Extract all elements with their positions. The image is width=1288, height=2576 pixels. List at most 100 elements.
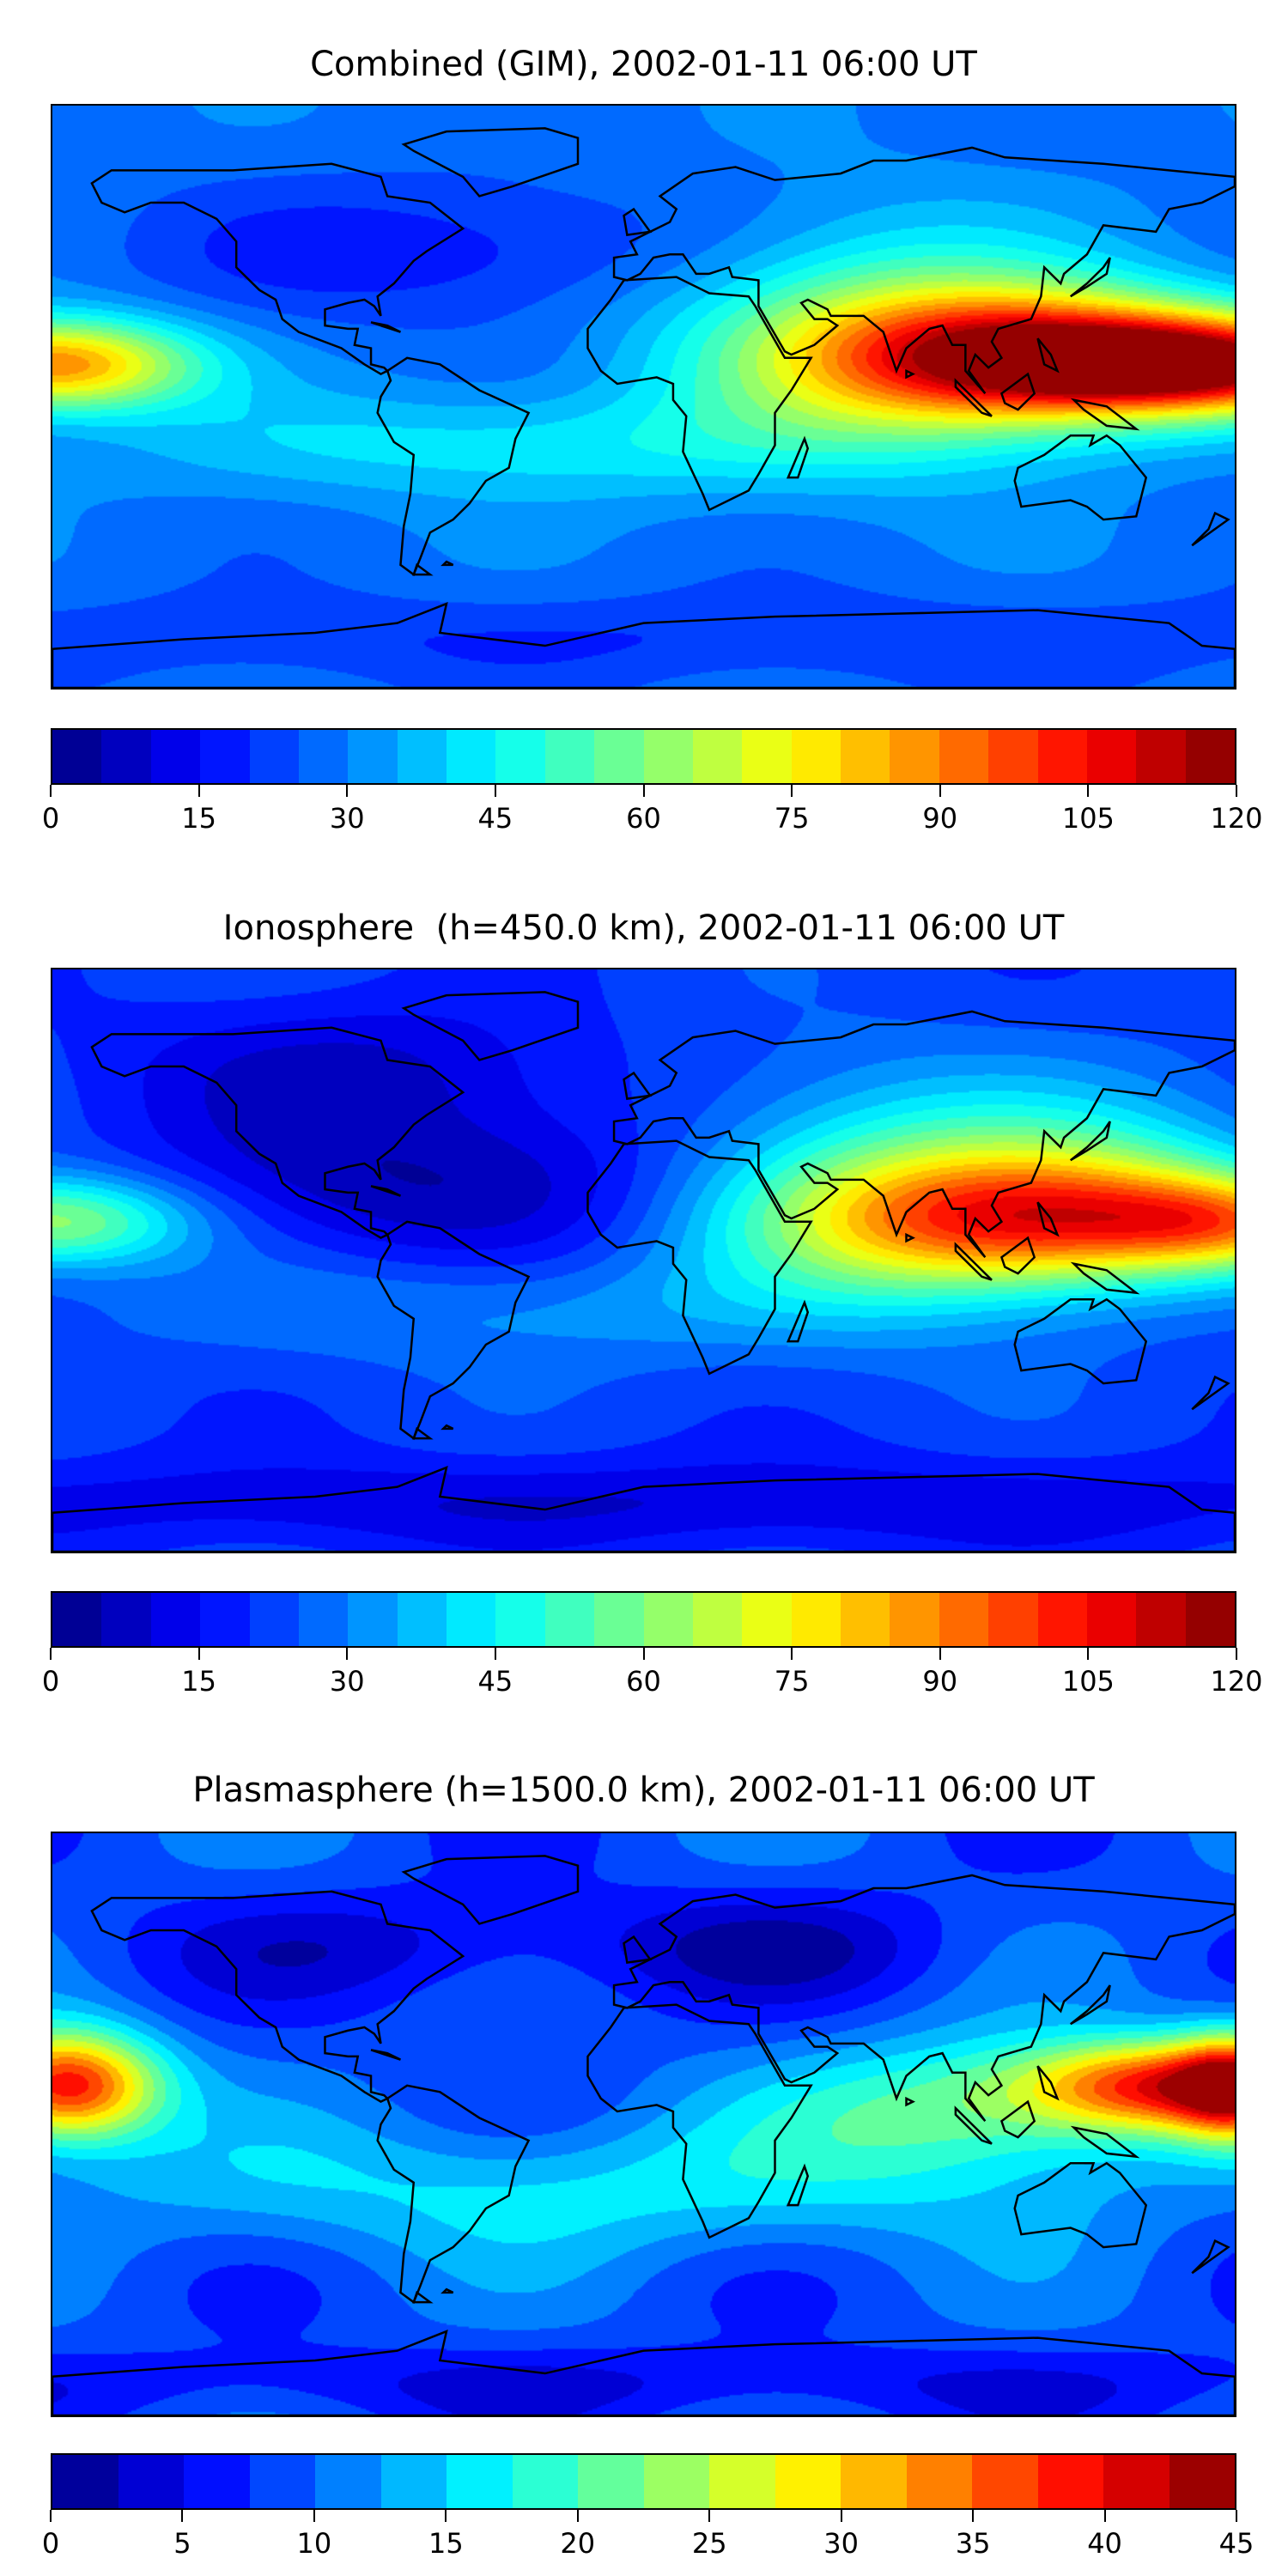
tick-label: 25 (691, 2527, 727, 2560)
coastline (1038, 1202, 1058, 1235)
tick-label: 0 (41, 802, 60, 835)
colorbar-bin (544, 730, 595, 783)
tick-label: 60 (626, 802, 661, 835)
tick-label: 45 (477, 802, 513, 835)
tick-mark (791, 1648, 793, 1660)
coastline (1015, 2163, 1146, 2247)
coastline (956, 2108, 992, 2143)
coastline (587, 1141, 811, 1374)
tick-label: 60 (626, 1665, 661, 1698)
tick-label: 90 (922, 802, 958, 835)
colorbar-bin (52, 2455, 118, 2508)
coastline (1038, 338, 1058, 371)
tick-label: 75 (774, 1665, 810, 1698)
tick-mark (50, 785, 52, 797)
colorbar-bin (791, 1593, 841, 1646)
colorbar-bin (594, 730, 644, 783)
coastline (92, 1892, 463, 2102)
colorbar-bin (200, 1593, 250, 1646)
map-plasmasphere (51, 1832, 1236, 2417)
tick-label: 105 (1061, 1665, 1115, 1698)
colorbar-bin (1185, 1593, 1235, 1646)
colorbar-bin (249, 730, 299, 783)
coastline (1071, 1121, 1110, 1160)
colorbar-bin (1037, 730, 1087, 783)
tick-label: 120 (1210, 802, 1263, 835)
colorbar-ticks-ionosphere: 0 15 30 45 60 75 90 105 120 (42, 1648, 1263, 1699)
coastline (443, 562, 453, 565)
tick-label: 75 (774, 802, 810, 835)
tick-label: 10 (296, 2527, 332, 2560)
colorbar-bin (150, 730, 201, 783)
coastline (378, 358, 529, 574)
colorbar-bin (742, 1593, 792, 1646)
coastline (956, 1244, 992, 1279)
tick-label: 30 (823, 2527, 860, 2560)
tick-label: 20 (560, 2527, 596, 2560)
colorbar-bin (890, 730, 939, 783)
colorbar-bin (1185, 730, 1235, 783)
colorbar-ticks-combined: 0 15 30 45 60 75 90 105 120 (42, 785, 1263, 836)
coastline (1071, 1985, 1110, 2024)
coastline (414, 1429, 430, 1438)
tick-mark (1087, 1648, 1090, 1660)
tick-label: 15 (428, 2527, 464, 2560)
tick-label: 105 (1061, 802, 1115, 835)
tick-mark (346, 785, 349, 797)
coastline (624, 1073, 651, 1099)
tick-mark (313, 2510, 315, 2522)
coastline (371, 322, 400, 331)
colorbar-bin (101, 1593, 151, 1646)
tick-mark (972, 2510, 975, 2522)
coastline (1015, 435, 1146, 519)
tick-label: 30 (329, 802, 365, 835)
tick-mark (791, 785, 793, 797)
tick-mark (1103, 2510, 1106, 2522)
coastline (956, 380, 992, 416)
colorbar-bin (643, 2455, 709, 2508)
colorbar-bin (972, 2455, 1038, 2508)
coastline (1192, 1377, 1228, 1410)
colorbar-bin (495, 1593, 545, 1646)
map-combined (51, 104, 1236, 690)
coastline (371, 1186, 400, 1195)
coastline (378, 2086, 529, 2302)
tick-label: 120 (1210, 1665, 1263, 1698)
colorbar-bin (348, 730, 398, 783)
coastline (92, 1028, 463, 1238)
coastline (1015, 1299, 1146, 1383)
colorbar-bin (594, 1593, 644, 1646)
coastline (587, 277, 811, 510)
colorbar-bin (890, 1593, 939, 1646)
coastline (614, 148, 1235, 393)
tick-mark (939, 785, 941, 797)
tick-mark (642, 1648, 645, 1660)
coastline (414, 2293, 430, 2302)
colorbar-bin (578, 2455, 644, 2508)
coastline (624, 210, 651, 235)
colorbar-bin (939, 730, 989, 783)
tick-mark (346, 1648, 349, 1660)
colorbar-bin (397, 730, 447, 783)
coastline (1192, 2241, 1228, 2274)
colorbar-bin (447, 1593, 496, 1646)
colorbar-bin (397, 1593, 447, 1646)
tick-mark (576, 2510, 579, 2522)
map-ionosphere (51, 968, 1236, 1553)
panel-title-ionosphere: Ionosphere (h=450.0 km), 2002-01-11 06:0… (222, 908, 1065, 948)
coastline (1074, 400, 1137, 429)
colorbar-bin (101, 730, 151, 783)
coastline (52, 604, 1235, 688)
coastline (92, 164, 463, 374)
tick-label: 0 (41, 2527, 60, 2560)
colorbar-bin (692, 1593, 743, 1646)
colorbar-bin (447, 730, 496, 783)
coastline (378, 1222, 529, 1438)
colorbar-bin (906, 2455, 972, 2508)
colorbar-bin (380, 2455, 447, 2508)
coastline (1074, 2128, 1137, 2157)
coastline (443, 2289, 453, 2293)
colorbar-bin (841, 1593, 890, 1646)
tick-label: 45 (477, 1665, 513, 1698)
